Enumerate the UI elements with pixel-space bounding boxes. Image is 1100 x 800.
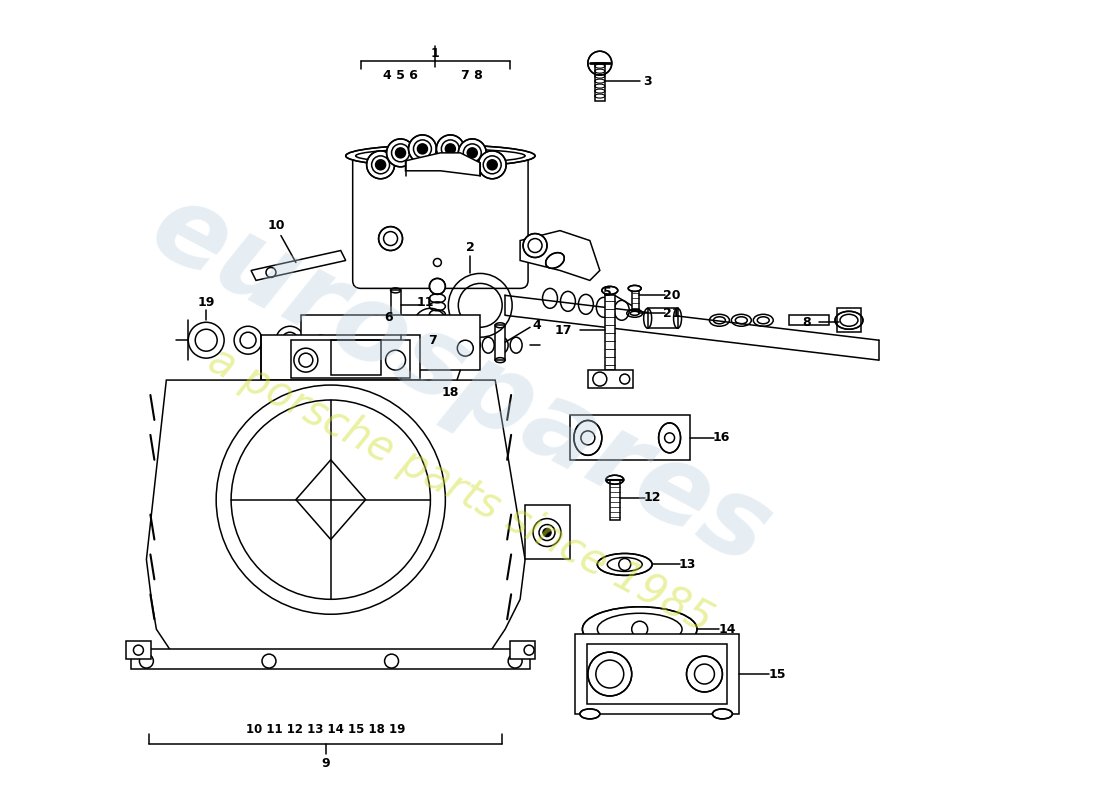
Bar [609,480,619,519]
Circle shape [408,135,437,163]
Bar [570,415,690,460]
Text: 9: 9 [321,758,330,770]
Text: 18: 18 [442,386,459,398]
Bar [587,644,727,704]
Ellipse shape [582,606,697,652]
Ellipse shape [580,709,600,719]
Ellipse shape [345,145,535,167]
Bar [126,641,152,659]
Circle shape [587,652,631,696]
Circle shape [418,144,428,154]
Polygon shape [406,153,481,176]
Text: 10: 10 [267,219,285,232]
Text: eurospares: eurospares [133,172,788,588]
Text: 13: 13 [679,558,696,571]
Bar [525,505,570,559]
Circle shape [487,160,497,170]
Circle shape [363,332,378,348]
Bar [495,326,505,360]
Circle shape [468,148,477,158]
Ellipse shape [659,423,681,453]
Circle shape [524,234,547,258]
Bar [331,340,381,375]
Text: 4: 4 [532,318,541,332]
Text: 2: 2 [466,241,475,254]
Circle shape [587,51,612,75]
Text: 7: 7 [428,334,437,346]
Bar [789,315,829,326]
Text: 11: 11 [417,296,434,309]
Text: 5: 5 [604,286,613,299]
Bar [132,649,530,669]
Circle shape [378,226,403,250]
Text: 19: 19 [198,296,214,309]
Text: 12: 12 [644,491,661,504]
Ellipse shape [574,421,602,455]
Ellipse shape [546,253,564,268]
Circle shape [478,151,506,178]
Text: 4 5 6: 4 5 6 [383,69,418,82]
Bar [261,335,420,380]
Circle shape [386,139,415,167]
Text: 6: 6 [384,310,393,324]
Text: 17: 17 [554,324,572,337]
Bar [587,370,632,388]
Bar [575,634,739,714]
Circle shape [366,151,395,178]
Bar [301,315,481,370]
Bar [510,641,535,659]
Ellipse shape [628,286,641,291]
Text: 21: 21 [663,307,680,320]
Text: 3: 3 [644,74,652,88]
Circle shape [437,135,464,163]
Bar [390,290,400,320]
Text: 14: 14 [718,622,736,636]
Polygon shape [146,380,525,659]
Circle shape [543,529,551,537]
Text: 10 11 12 13 14 15 18 19: 10 11 12 13 14 15 18 19 [246,723,406,736]
Text: 8: 8 [803,316,811,329]
Polygon shape [520,230,600,281]
Bar [595,63,605,101]
FancyBboxPatch shape [353,153,528,288]
Text: 7 8: 7 8 [461,69,483,82]
Ellipse shape [835,311,862,330]
Circle shape [429,278,446,294]
Circle shape [375,160,386,170]
Text: 15: 15 [769,667,786,681]
Bar [290,340,410,378]
Bar [837,308,861,332]
Circle shape [396,148,406,158]
Text: a porsche parts since 1985: a porsche parts since 1985 [201,338,719,641]
Text: 1: 1 [431,46,440,60]
Circle shape [459,139,486,167]
Circle shape [446,144,455,154]
Ellipse shape [597,554,652,575]
Ellipse shape [602,286,618,294]
Polygon shape [251,250,345,281]
Bar [631,288,639,310]
Bar [605,295,615,370]
Bar [648,308,678,328]
Ellipse shape [606,475,624,484]
Text: 20: 20 [663,289,680,302]
Text: 16: 16 [713,431,730,444]
Ellipse shape [713,709,733,719]
Circle shape [686,656,723,692]
